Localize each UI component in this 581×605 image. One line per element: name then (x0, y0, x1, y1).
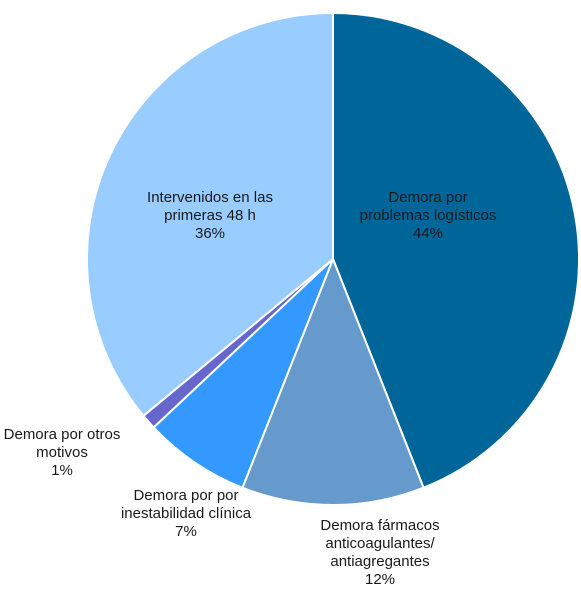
slice-percent: 44% (413, 225, 443, 242)
pie-slice (152, 258, 334, 490)
slice-label-line: motivos (36, 444, 88, 461)
slice-label: Intervenidos en las primeras 48 h 36% (147, 189, 273, 242)
slice-label-line: Demora por (388, 189, 467, 206)
slice-label-line: anticoagulantes/ (325, 535, 435, 552)
slice-percent: 36% (195, 225, 225, 242)
pie-slice (241, 256, 425, 506)
pie-slice (85, 11, 334, 418)
slice-label-line: Demora por otros (4, 426, 121, 443)
slice-label: Demora fármacos anticoagulantes/antiagreg… (320, 517, 439, 588)
slice-label-line: Intervenidos en las (147, 189, 273, 206)
slice-percent: 1% (51, 462, 73, 479)
slice-percent: 7% (175, 523, 197, 540)
slice-label-line: problemas logísticos (360, 207, 497, 224)
pie-slices (85, 11, 581, 506)
slice-label: Demora por otros motivos 1% (4, 426, 121, 479)
slice-label-line: Demora fármacos (320, 517, 439, 534)
slice-labels: Demora por problemas logísticos 44%Demora … (4, 189, 497, 588)
slice-label: Demora por problemas logísticos 44% (360, 189, 497, 242)
slice-label-line: inestabilidad clínica (121, 505, 252, 522)
slice-percent: 12% (365, 571, 395, 588)
slice-label-line: antiagregantes (330, 553, 429, 570)
slice-label: Demora por por inestabilidad clínica 7% (121, 487, 252, 540)
slice-label-line: Demora por por (133, 487, 238, 504)
slice-label-line: primeras 48 h (164, 207, 256, 224)
pie-slice (332, 11, 581, 490)
